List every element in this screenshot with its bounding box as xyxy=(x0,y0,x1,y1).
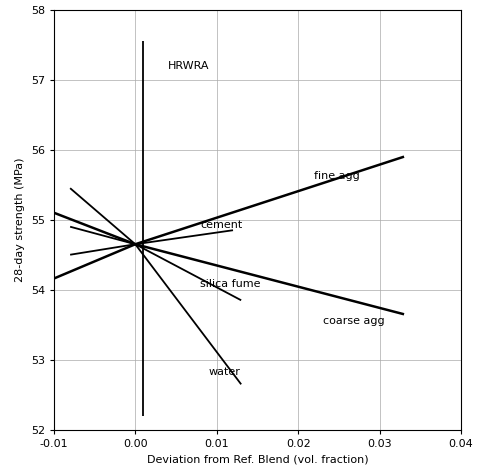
X-axis label: Deviation from Ref. Blend (vol. fraction): Deviation from Ref. Blend (vol. fraction… xyxy=(147,454,368,464)
Text: water: water xyxy=(208,368,240,377)
Text: coarse agg: coarse agg xyxy=(323,316,384,326)
Text: fine agg: fine agg xyxy=(315,171,360,181)
Y-axis label: 28-day strength (MPa): 28-day strength (MPa) xyxy=(15,157,25,282)
Text: silica fume: silica fume xyxy=(200,279,261,289)
Text: cement: cement xyxy=(200,219,243,230)
Text: HRWRA: HRWRA xyxy=(168,61,209,70)
